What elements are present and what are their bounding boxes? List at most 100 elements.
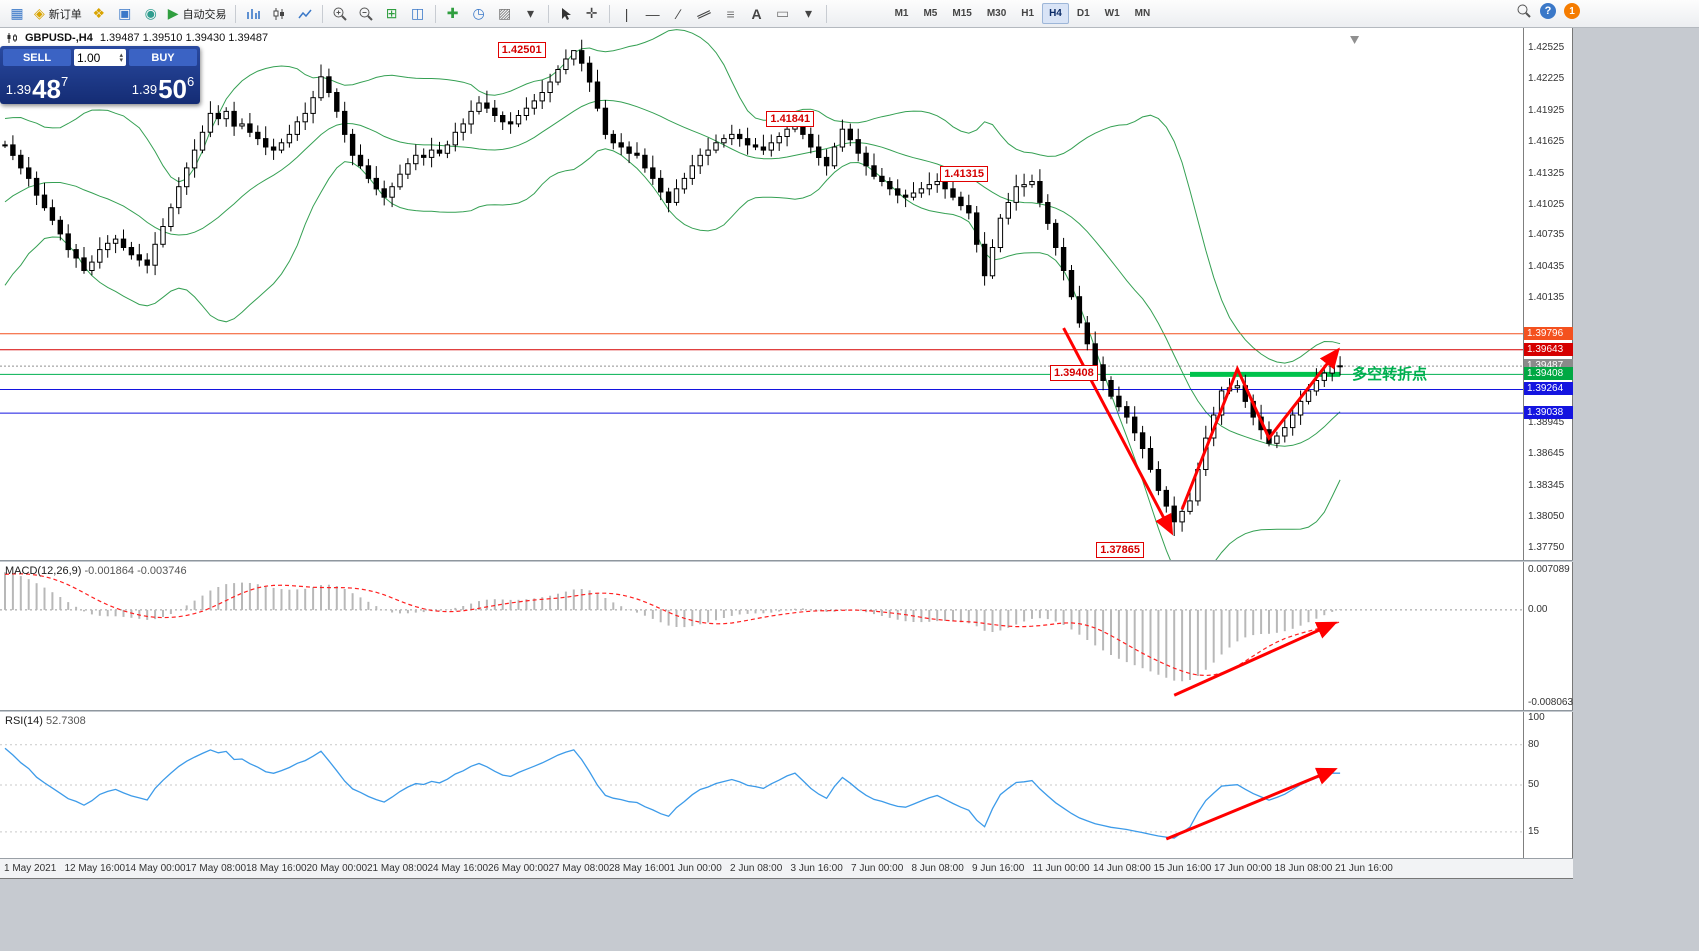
buy-button[interactable]: BUY <box>129 49 197 66</box>
toolbar-separator <box>321 4 323 23</box>
volume-value[interactable]: 1.00 <box>77 50 101 65</box>
date-label: 28 May 16:00 <box>609 863 670 874</box>
toolbar-separator <box>434 4 436 23</box>
date-label: 17 May 08:00 <box>185 863 247 874</box>
chart-template-icon[interactable]: ▨ <box>497 5 512 21</box>
price-callout[interactable]: 1.42501 <box>497 41 546 58</box>
price-tick: 1.38945 <box>1528 416 1565 428</box>
cursor-icon[interactable] <box>554 3 578 25</box>
volume-up-icon[interactable]: ▴ <box>119 51 123 59</box>
macd-chart <box>0 572 1523 697</box>
timeframe-h4[interactable]: H4 <box>1042 3 1069 24</box>
time-axis[interactable]: 1 May 2021 12 May 16:00 14 May 00:00 17 May… <box>0 858 1573 878</box>
line-chart-icon[interactable] <box>293 3 317 25</box>
rsi-value: 52.7308 <box>45 715 86 727</box>
new-order-button[interactable]: ◈ 新订单 <box>31 3 85 25</box>
sell-price[interactable]: 1.39 48 7 <box>5 74 69 104</box>
add-indicator-icon[interactable]: ✚ <box>446 5 459 21</box>
price-tag: 1.39038 <box>1524 406 1573 420</box>
timeframe-group: M1 M5 M15 M30 H1 H4 D1 W1 MN <box>888 3 1158 24</box>
date-label: 27 May 08:00 <box>548 863 610 874</box>
crosshair-icon[interactable]: ✛ <box>585 5 598 21</box>
timeframe-w1[interactable]: W1 <box>1104 8 1120 19</box>
trendline-tool-icon[interactable]: ∕ <box>677 5 680 22</box>
profile-icon[interactable]: ❖ <box>92 5 106 21</box>
date-label: 9 Jun 16:00 <box>972 863 1025 874</box>
volume-down-icon[interactable]: ▾ <box>119 56 123 64</box>
candlestick-chart[interactable] <box>0 28 1523 560</box>
macd-label: MACD(12,26,9) -0.001864 -0.003746 <box>5 565 187 577</box>
volume-spinner[interactable]: ▴ ▾ <box>119 51 123 64</box>
zoom-in-icon[interactable] <box>328 3 352 25</box>
toolbar-separator <box>234 4 236 23</box>
zoom-out-icon[interactable] <box>354 3 378 25</box>
tile-windows-icon[interactable]: ⊞ <box>385 5 398 21</box>
price-chart-panel[interactable]: GBPUSD-,H4 1.39487 1.39510 1.39430 1.394… <box>0 28 1523 560</box>
price-scale[interactable]: 1.42525 1.42225 1.41925 1.41625 1.41325 1.410… <box>1523 28 1573 560</box>
templates-dropdown-icon[interactable]: ▾ <box>527 5 535 21</box>
channel-tool-icon[interactable]: ∥ <box>696 6 714 20</box>
rsi-level-tick: 80 <box>1528 738 1540 750</box>
timeframe-m5[interactable]: M5 <box>923 8 938 19</box>
timeframe-mn[interactable]: MN <box>1134 8 1151 19</box>
drawing-dropdown-icon[interactable]: ▾ <box>805 5 813 21</box>
price-tick: 1.42525 <box>1528 42 1565 53</box>
macd-panel[interactable]: MACD(12,26,9) -0.001864 -0.003746 <box>0 562 1523 710</box>
auto-trading-button[interactable]: ▶ 自动交易 <box>165 3 230 25</box>
price-tick: 1.40135 <box>1528 292 1565 304</box>
fibonacci-tool-icon[interactable]: ≡ <box>726 5 735 22</box>
price-callout[interactable]: 1.39408 <box>1050 365 1098 382</box>
date-label: 17 Jun 00:00 <box>1214 863 1272 874</box>
price-tick: 1.38050 <box>1528 510 1565 522</box>
date-label: 12 May 16:00 <box>64 863 126 874</box>
price-tick: 1.41025 <box>1528 199 1565 211</box>
rsi-panel[interactable]: RSI(14) 52.7308 <box>0 712 1523 858</box>
period-clock-icon[interactable]: ◷ <box>472 5 485 21</box>
timeframe-h1[interactable]: H1 <box>1021 8 1035 19</box>
rsi-scale[interactable]: 100 80 50 15 <box>1523 712 1572 858</box>
toolbar-right-icons: ? 1 <box>1516 3 1580 19</box>
market-watch-icon[interactable]: ▣ <box>118 5 132 21</box>
bar-chart-icon[interactable] <box>241 3 265 25</box>
price-tag: 1.39264 <box>1524 382 1573 396</box>
vertical-line-tool-icon[interactable]: | <box>624 5 629 22</box>
macd-axis-top: 0.007089 <box>1528 564 1570 575</box>
timeframe-m15[interactable]: M15 <box>952 8 972 19</box>
chart-workspace: GBPUSD-,H4 1.39487 1.39510 1.39430 1.394… <box>0 28 1573 879</box>
date-label: 18 Jun 08:00 <box>1274 863 1333 874</box>
notification-badge[interactable]: 1 <box>1564 3 1580 19</box>
text-tool-icon[interactable]: A <box>751 5 762 22</box>
buy-price[interactable]: 1.39 50 6 <box>131 74 195 104</box>
shapes-tool-icon[interactable]: ▭ <box>775 5 790 21</box>
price-callout[interactable]: 1.37865 <box>1096 541 1144 558</box>
price-tick: 1.38345 <box>1528 479 1565 491</box>
chart-note[interactable]: 多空转折点 <box>1352 366 1428 384</box>
price-callout[interactable]: 1.41841 <box>766 110 815 127</box>
panel-splitter[interactable] <box>0 710 1573 712</box>
date-label: 8 Jun 08:00 <box>911 863 964 874</box>
search-icon[interactable] <box>1516 3 1532 19</box>
cascade-windows-icon[interactable]: ◫ <box>410 5 425 21</box>
timeframe-m30[interactable]: M30 <box>986 8 1007 19</box>
candlestick-chart-icon[interactable] <box>267 3 291 25</box>
macd-axis-bottom: -0.008063 <box>1528 697 1574 708</box>
panel-splitter[interactable] <box>0 560 1573 562</box>
timeframe-m1[interactable]: M1 <box>894 8 909 19</box>
date-label: 26 May 00:00 <box>488 863 549 874</box>
date-label: 18 May 16:00 <box>246 863 307 874</box>
price-tick: 1.41325 <box>1528 167 1565 179</box>
volume-input[interactable]: 1.00 ▴ ▾ <box>74 49 126 66</box>
horizontal-line-tool-icon[interactable]: — <box>645 5 660 22</box>
timeframe-d1[interactable]: D1 <box>1076 8 1090 19</box>
price-tick: 1.41925 <box>1528 104 1565 116</box>
macd-scale[interactable]: 0.007089 0.00 -0.008063 <box>1523 562 1574 710</box>
date-label: 20 May 00:00 <box>306 863 368 874</box>
chart-window-icon[interactable]: ▦ <box>10 5 24 21</box>
help-icon[interactable]: ? <box>1540 3 1556 19</box>
sell-button[interactable]: SELL <box>3 49 71 66</box>
chart-symbol: GBPUSD-,H4 <box>25 32 93 44</box>
data-window-icon[interactable]: ◉ <box>144 5 157 21</box>
price-tick: 1.40435 <box>1528 260 1565 272</box>
price-callout[interactable]: 1.41315 <box>940 165 988 182</box>
rsi-level-tick: 100 <box>1528 712 1545 723</box>
